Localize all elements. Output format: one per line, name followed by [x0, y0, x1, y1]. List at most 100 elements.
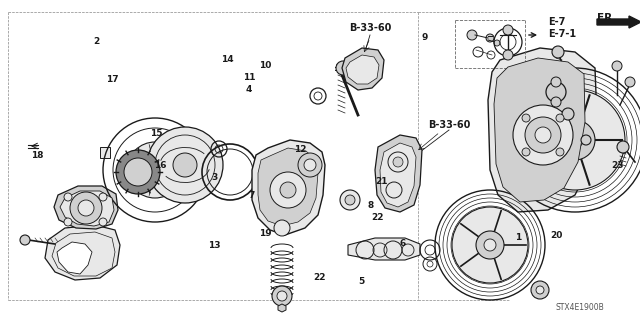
- Circle shape: [173, 153, 197, 177]
- Polygon shape: [494, 58, 585, 202]
- Circle shape: [551, 77, 561, 87]
- Circle shape: [556, 114, 564, 122]
- Circle shape: [143, 158, 167, 182]
- Circle shape: [555, 120, 595, 160]
- Text: B-33-60: B-33-60: [349, 23, 391, 33]
- Circle shape: [503, 50, 513, 60]
- Circle shape: [567, 132, 583, 148]
- Circle shape: [503, 25, 513, 35]
- Text: 23: 23: [611, 161, 623, 170]
- Polygon shape: [52, 232, 115, 276]
- Circle shape: [617, 141, 629, 153]
- Circle shape: [386, 182, 402, 198]
- Polygon shape: [488, 48, 597, 212]
- Polygon shape: [346, 55, 379, 84]
- Polygon shape: [60, 191, 114, 226]
- Text: 4: 4: [246, 85, 252, 94]
- FancyArrow shape: [597, 16, 640, 28]
- Circle shape: [388, 152, 408, 172]
- Polygon shape: [348, 238, 420, 260]
- Text: 6: 6: [400, 239, 406, 248]
- Circle shape: [274, 220, 290, 236]
- Circle shape: [562, 108, 574, 120]
- Circle shape: [393, 157, 403, 167]
- Text: 14: 14: [221, 56, 234, 64]
- Circle shape: [476, 231, 504, 259]
- Text: 19: 19: [259, 228, 271, 238]
- Circle shape: [336, 61, 350, 75]
- Text: 2: 2: [93, 38, 99, 47]
- Text: 22: 22: [314, 273, 326, 283]
- Circle shape: [625, 77, 635, 87]
- Circle shape: [147, 127, 223, 203]
- Circle shape: [64, 218, 72, 226]
- Circle shape: [99, 218, 107, 226]
- Text: 22: 22: [371, 212, 383, 221]
- Circle shape: [552, 46, 564, 58]
- Polygon shape: [45, 225, 120, 280]
- Circle shape: [486, 34, 494, 42]
- Text: 13: 13: [208, 241, 220, 250]
- Circle shape: [64, 193, 72, 201]
- Text: STX4E1900B: STX4E1900B: [556, 303, 604, 313]
- Circle shape: [280, 182, 296, 198]
- Circle shape: [304, 159, 316, 171]
- Circle shape: [70, 192, 102, 224]
- Text: 21: 21: [376, 176, 388, 186]
- Polygon shape: [252, 140, 325, 235]
- Text: 9: 9: [422, 33, 428, 41]
- Circle shape: [581, 135, 591, 145]
- Text: 12: 12: [294, 145, 307, 154]
- Polygon shape: [57, 242, 92, 274]
- Circle shape: [20, 235, 30, 245]
- Circle shape: [484, 239, 496, 251]
- Circle shape: [124, 158, 152, 186]
- Polygon shape: [54, 186, 118, 229]
- Circle shape: [452, 207, 528, 283]
- Text: 17: 17: [106, 76, 118, 85]
- Circle shape: [535, 127, 551, 143]
- Text: 5: 5: [358, 277, 364, 286]
- Polygon shape: [258, 148, 318, 226]
- Text: 10: 10: [259, 62, 271, 70]
- Circle shape: [556, 148, 564, 156]
- Circle shape: [522, 114, 530, 122]
- Text: B-33-60: B-33-60: [428, 120, 470, 130]
- Text: 16: 16: [154, 161, 166, 170]
- Text: 7: 7: [249, 190, 255, 199]
- Polygon shape: [375, 135, 422, 212]
- Text: E-7-1: E-7-1: [548, 29, 576, 39]
- Circle shape: [494, 40, 500, 46]
- Circle shape: [612, 61, 622, 71]
- Circle shape: [127, 142, 183, 198]
- Circle shape: [298, 153, 322, 177]
- Text: 20: 20: [550, 231, 562, 240]
- Text: 1: 1: [515, 233, 521, 241]
- Circle shape: [467, 30, 477, 40]
- Circle shape: [345, 195, 355, 205]
- Circle shape: [277, 291, 287, 301]
- Text: 8: 8: [368, 202, 374, 211]
- Circle shape: [116, 150, 160, 194]
- Text: FR.: FR.: [597, 13, 617, 23]
- Circle shape: [525, 90, 625, 190]
- Circle shape: [531, 281, 549, 299]
- Text: E-7: E-7: [548, 17, 565, 27]
- Circle shape: [513, 105, 573, 165]
- Text: 3: 3: [211, 174, 217, 182]
- Polygon shape: [100, 147, 110, 158]
- Polygon shape: [278, 304, 286, 312]
- Text: 15: 15: [150, 129, 163, 137]
- Circle shape: [78, 200, 94, 216]
- Polygon shape: [342, 48, 384, 90]
- Polygon shape: [380, 143, 416, 207]
- Text: 18: 18: [31, 151, 44, 160]
- Circle shape: [272, 286, 292, 306]
- Circle shape: [536, 286, 544, 294]
- Circle shape: [525, 117, 561, 153]
- Circle shape: [522, 148, 530, 156]
- Circle shape: [551, 97, 561, 107]
- Circle shape: [99, 193, 107, 201]
- Circle shape: [270, 172, 306, 208]
- Text: 11: 11: [243, 72, 255, 81]
